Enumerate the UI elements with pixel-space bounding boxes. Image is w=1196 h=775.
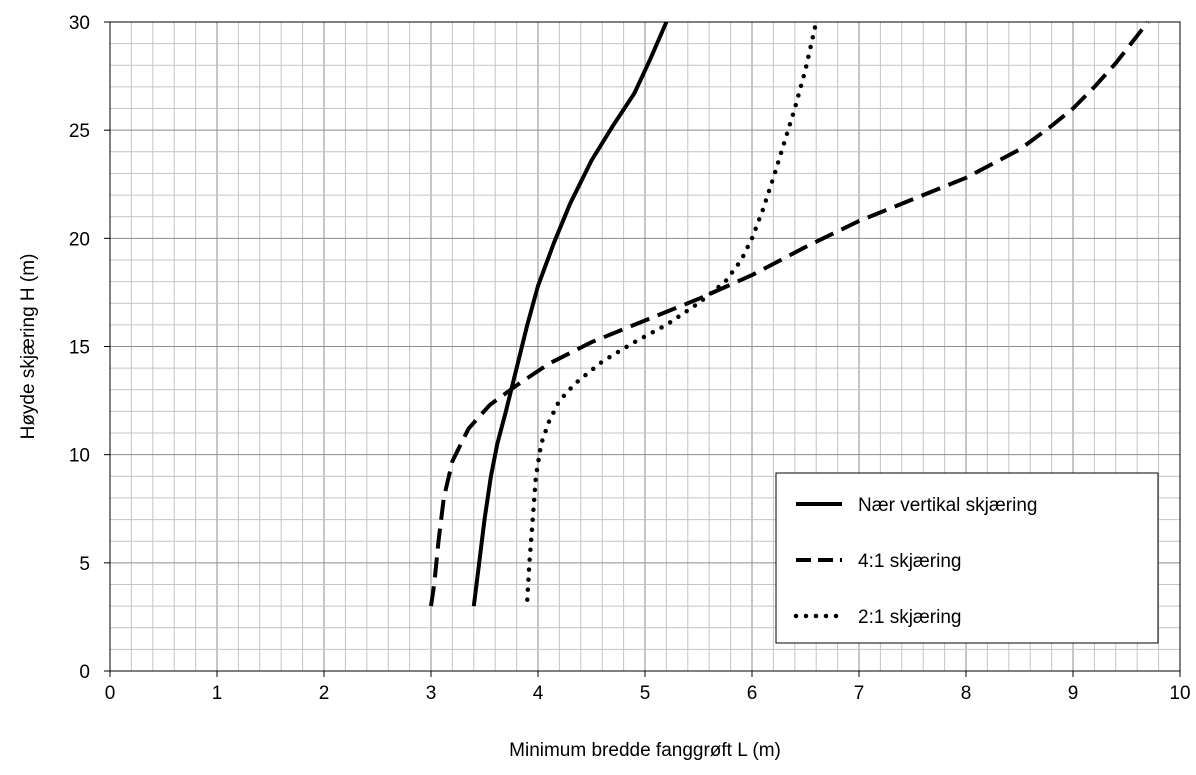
y-tick-label: 10 xyxy=(69,446,90,467)
series-line-dashed xyxy=(429,20,1150,607)
x-tick-label: 1 xyxy=(212,683,223,704)
y-axis-ticks: 0 5 10 15 20 25 30 xyxy=(69,13,110,683)
legend-box xyxy=(775,472,1159,644)
y-tick-label: 0 xyxy=(79,662,90,683)
legend-label: 4:1 skjæring xyxy=(858,551,962,572)
series-line-solid xyxy=(471,21,669,607)
legend: Nær vertikal skjæring 4:1 skjæring 2:1 skj… xyxy=(775,472,1159,644)
x-tick-label: 3 xyxy=(426,683,437,704)
x-axis-label: Minimum bredde fanggrøft L (m) xyxy=(509,740,781,761)
x-tick-label: 2 xyxy=(319,683,330,704)
y-tick-label: 30 xyxy=(69,13,90,34)
legend-label: Nær vertikal skjæring xyxy=(858,495,1037,516)
y-axis-label: Høyde skjæring H (m) xyxy=(18,254,39,440)
series-line-dotted xyxy=(525,19,819,602)
x-axis-ticks: 0 1 2 3 4 5 6 7 8 9 10 xyxy=(105,671,1191,704)
x-tick-label: 0 xyxy=(105,683,116,704)
x-tick-label: 8 xyxy=(961,683,972,704)
y-tick-label: 15 xyxy=(69,338,90,359)
x-tick-label: 9 xyxy=(1068,683,1079,704)
x-tick-label: 4 xyxy=(533,683,544,704)
series-lines xyxy=(429,19,1150,607)
x-tick-label: 6 xyxy=(747,683,758,704)
y-tick-label: 25 xyxy=(69,121,90,142)
x-tick-label: 7 xyxy=(854,683,865,704)
legend-label: 2:1 skjæring xyxy=(858,607,962,628)
y-tick-label: 20 xyxy=(69,229,90,250)
y-tick-label: 5 xyxy=(79,554,90,575)
x-tick-label: 10 xyxy=(1169,683,1190,704)
x-tick-label: 5 xyxy=(640,683,651,704)
